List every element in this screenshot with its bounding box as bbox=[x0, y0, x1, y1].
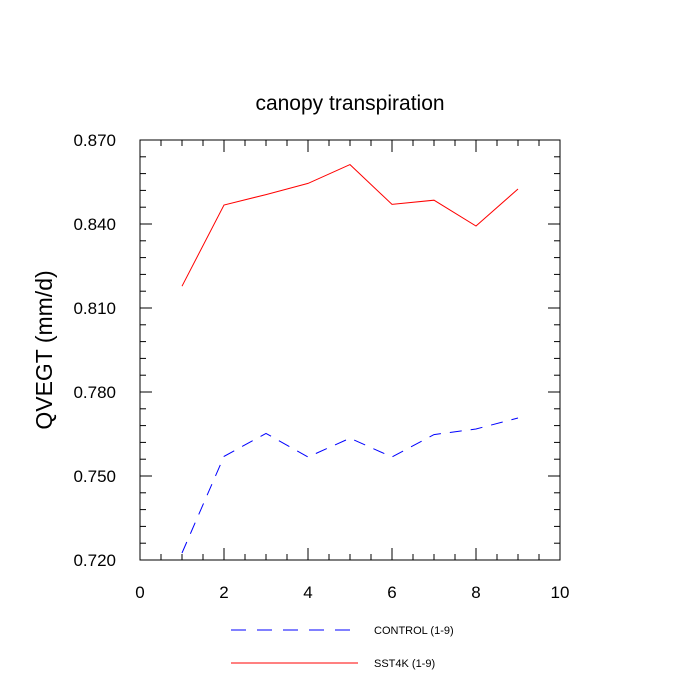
y-tick-label: 0.870 bbox=[73, 131, 116, 150]
x-tick-label: 2 bbox=[219, 583, 228, 602]
series-line-1 bbox=[181, 164, 519, 287]
plot-frame bbox=[139, 139, 561, 561]
tick-marks: 0 2 4 6 8 10 0.720 0.750 0.780 0.810 0.840 0.870 bbox=[73, 131, 569, 602]
y-axis-label: QVEGT (mm/d) bbox=[31, 270, 57, 429]
y-tick-label: 0.840 bbox=[73, 215, 116, 234]
y-tick-label: 0.780 bbox=[73, 383, 116, 402]
y-tick-label: 0.750 bbox=[73, 467, 116, 486]
chart-title: canopy transpiration bbox=[255, 92, 444, 115]
series-line-0 bbox=[181, 417, 519, 554]
series-lines bbox=[181, 164, 519, 554]
legend-label-0: CONTROL (1-9) bbox=[374, 625, 454, 637]
x-tick-label: 0 bbox=[135, 583, 144, 602]
y-tick-label: 0.810 bbox=[73, 299, 116, 318]
x-tick-label: 4 bbox=[303, 583, 312, 602]
legend: CONTROL (1-9) SST4K (1-9) bbox=[231, 625, 454, 670]
x-tick-label: 6 bbox=[387, 583, 396, 602]
legend-label-1: SST4K (1-9) bbox=[374, 658, 435, 670]
x-tick-label: 8 bbox=[471, 583, 480, 602]
y-tick-label: 0.720 bbox=[73, 551, 116, 570]
x-tick-label: 10 bbox=[551, 583, 570, 602]
